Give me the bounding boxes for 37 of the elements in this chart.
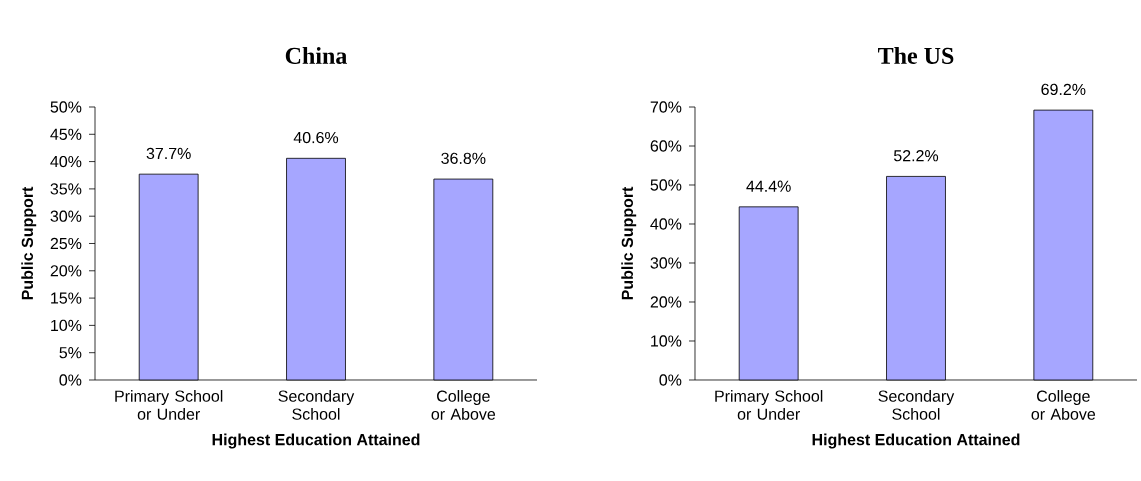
- y-tick-label: 20%: [650, 296, 682, 308]
- x-axis-title: Highest Education Attained: [812, 433, 1020, 449]
- x-tick-label: College or Above: [431, 390, 496, 420]
- x-tick-label: College or Above: [1031, 390, 1096, 420]
- y-tick-label: 25%: [50, 237, 82, 250]
- y-tick-label: 30%: [50, 210, 82, 222]
- chart-title: China: [285, 47, 347, 64]
- y-tick-label: 40%: [50, 155, 82, 168]
- y-axis-title: Public Support: [21, 186, 37, 300]
- data-label: 52.2%: [893, 150, 939, 162]
- y-axis-title: Public Support: [621, 186, 637, 300]
- y-tick-label: 60%: [650, 140, 682, 152]
- y-tick-label: 20%: [50, 265, 82, 277]
- y-tick-label: 50%: [50, 101, 82, 113]
- y-tick-label: 0%: [659, 374, 682, 386]
- data-label: 69.2%: [1041, 83, 1086, 96]
- x-axis-title: Highest Education Attained: [212, 433, 420, 449]
- y-tick-label: 10%: [651, 335, 682, 347]
- y-tick-label: 70%: [650, 101, 682, 113]
- y-tick-label: 50%: [650, 179, 682, 191]
- y-tick-label: 35%: [50, 183, 82, 195]
- y-tick-label: 15%: [51, 292, 82, 304]
- data-label: 40.6%: [293, 131, 339, 144]
- y-tick-label: 0%: [59, 374, 82, 386]
- y-tick-label: 10%: [51, 319, 82, 332]
- y-tick-label: 40%: [650, 218, 682, 230]
- chart-title: The US: [878, 47, 954, 64]
- data-label: 44.4%: [746, 180, 791, 192]
- x-tick-label: Secondary School: [278, 390, 355, 420]
- y-tick-label: 30%: [650, 257, 682, 269]
- data-label: 36.8%: [441, 152, 486, 164]
- x-tick-label: Secondary School: [878, 390, 955, 420]
- data-label: 37.7%: [146, 147, 191, 160]
- x-tick-label: Primary School or Under: [715, 390, 823, 420]
- y-tick-label: 5%: [59, 347, 82, 359]
- y-tick-label: 45%: [50, 128, 82, 140]
- x-tick-label: Primary School or Under: [115, 390, 223, 420]
